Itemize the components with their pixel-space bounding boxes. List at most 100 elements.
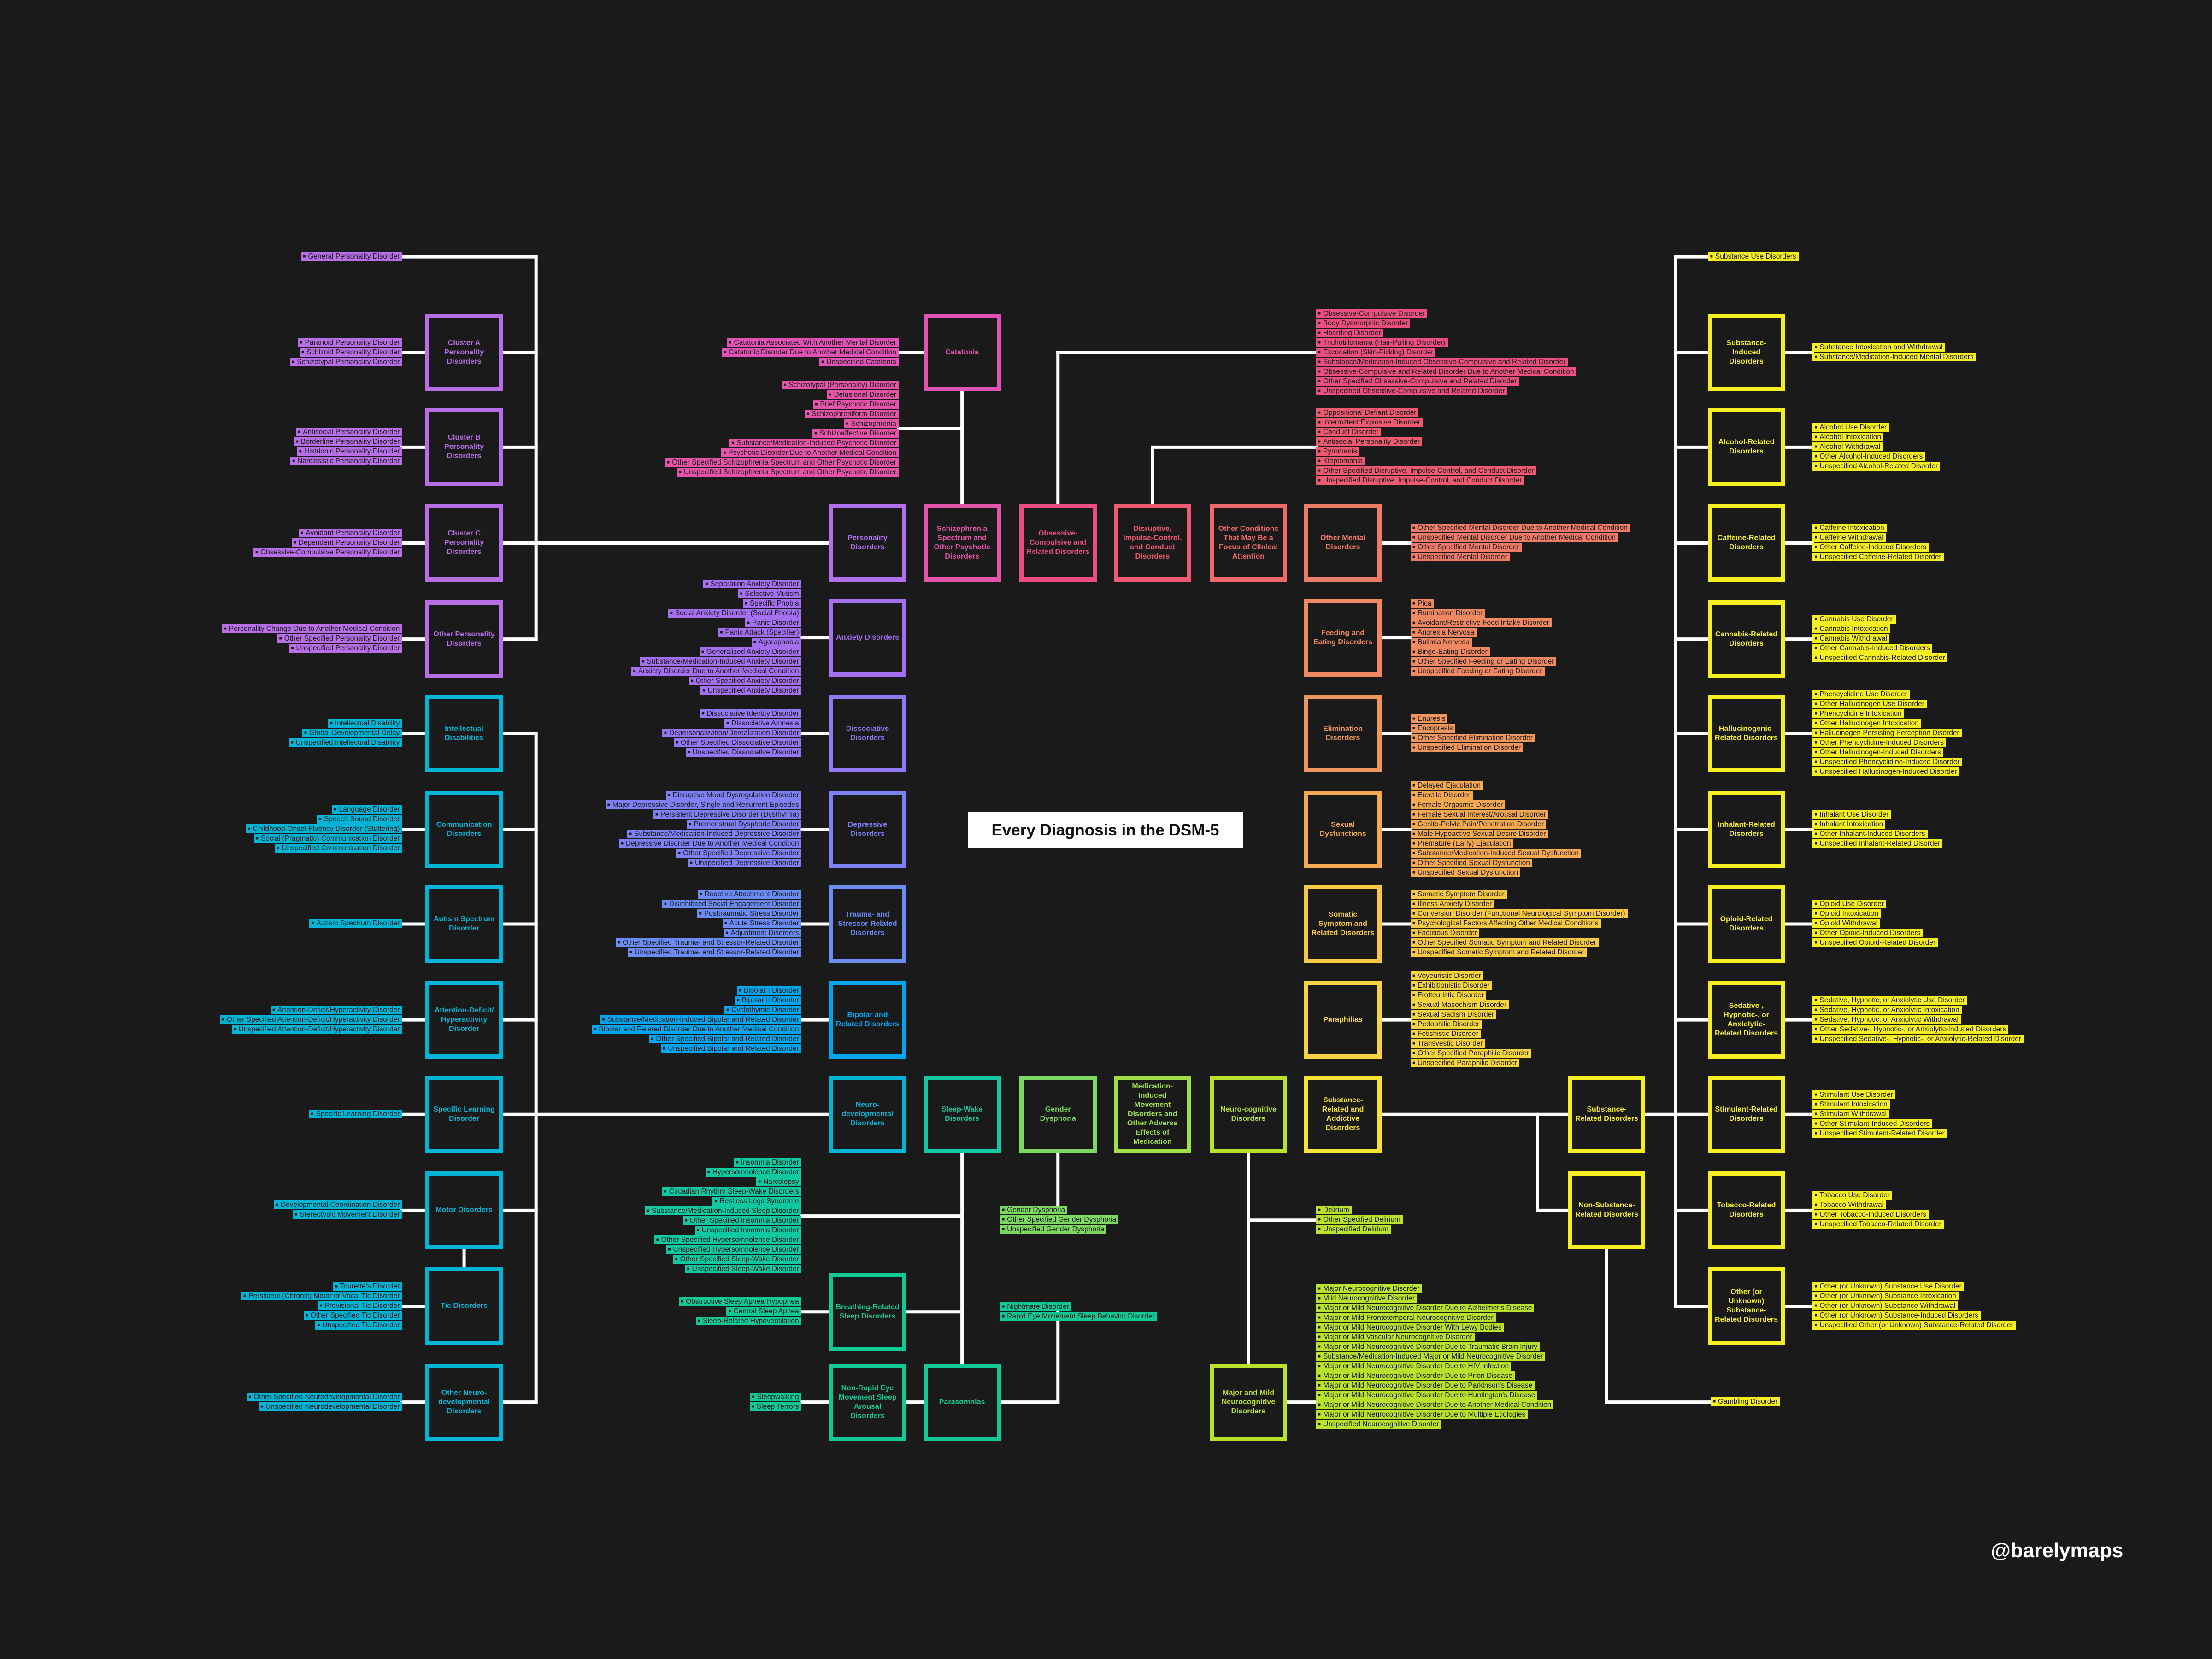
diagnosis-item[interactable]: ■ Obsessive-Compulsive Disorder bbox=[1316, 309, 1428, 318]
diagnosis-item[interactable]: ■ Other Specified Mental Disorder Due to … bbox=[1411, 524, 1630, 533]
diagnosis-item[interactable]: ■ Schizoaffective Disorder bbox=[812, 429, 899, 438]
diagnosis-item[interactable]: ■ Other Specified Anxiety Disorder bbox=[688, 676, 801, 685]
diagnosis-item[interactable]: ■ Other Specified Mental Disorder bbox=[1411, 543, 1522, 552]
diagnosis-item[interactable]: ■ Other Opioid-Induced Disorders bbox=[1812, 929, 1923, 938]
diagnosis-item[interactable]: ■ Schizotypal (Personality) Disorder bbox=[782, 380, 899, 389]
diagnosis-item[interactable]: ■ Unspecified Elimination Disorder bbox=[1411, 743, 1524, 752]
diagnosis-item[interactable]: ■ Other Caffeine-Induced Disorders bbox=[1812, 543, 1929, 552]
diagnosis-item[interactable]: ■ Excoriation (Skin-Picking) Disorder bbox=[1316, 347, 1436, 357]
diagnosis-item[interactable]: ■ Stimulant Withdrawal bbox=[1812, 1109, 1889, 1118]
category-box-cluster-c[interactable]: Cluster C Personality Disorders bbox=[425, 504, 503, 582]
diagnosis-item[interactable]: ■ Unspecified Schizophrenia Spectrum and … bbox=[677, 467, 899, 477]
category-box-stimulant[interactable]: Stimulant-Related Disorders bbox=[1707, 1076, 1785, 1153]
diagnosis-item[interactable]: ■ Acute Stress Disorder bbox=[722, 919, 801, 928]
diagnosis-item[interactable]: ■ Unspecified Obsessive-Compulsive and Re… bbox=[1316, 386, 1507, 395]
diagnosis-item[interactable]: ■ Developmental Coordination Disorder bbox=[273, 1200, 402, 1210]
diagnosis-item[interactable]: ■ Depressive Disorder Due to Another Medi… bbox=[618, 839, 801, 848]
diagnosis-item[interactable]: ■ Insomnia Disorder bbox=[734, 1158, 801, 1167]
diagnosis-item[interactable]: ■ Enuresis bbox=[1411, 714, 1448, 723]
diagnosis-item[interactable]: ■ Other Hallucinogen Intoxication bbox=[1812, 719, 1921, 728]
diagnosis-item[interactable]: ■ Caffeine Withdrawal bbox=[1812, 533, 1886, 542]
diagnosis-item[interactable]: ■ Other Specified Tic Disorder bbox=[303, 1311, 402, 1320]
diagnosis-item[interactable]: ■ Unspecified Personality Disorder bbox=[289, 644, 402, 653]
diagnosis-item[interactable]: ■ Panic Attack (Specifier) bbox=[718, 628, 801, 637]
diagnosis-item[interactable]: ■ Genito-Pelvic Pain/Penetration Disorder bbox=[1411, 819, 1547, 829]
category-box-substance-induced[interactable]: Substance-Induced Disorders bbox=[1707, 314, 1785, 392]
diagnosis-item[interactable]: ■ Narcolepsy bbox=[756, 1177, 801, 1186]
category-box-schizophrenia[interactable]: Schizophrenia Spectrum and Other Psychot… bbox=[923, 504, 1001, 582]
diagnosis-item[interactable]: ■ Substance Use Disorders bbox=[1708, 252, 1799, 261]
category-box-communication[interactable]: Communication Disorders bbox=[425, 790, 503, 868]
diagnosis-item[interactable]: ■ Premenstrual Dysphoric Disorder bbox=[687, 819, 801, 829]
diagnosis-item[interactable]: ■ Alcohol Use Disorder bbox=[1812, 423, 1889, 432]
diagnosis-item[interactable]: ■ Unspecified Phencyclidine-Induced Disor… bbox=[1812, 758, 1962, 767]
diagnosis-item[interactable]: ■ Opioid Withdrawal bbox=[1812, 919, 1880, 928]
diagnosis-item[interactable]: ■ Mild Neurocognitive Disorder bbox=[1316, 1294, 1417, 1303]
diagnosis-item[interactable]: ■ Tourette's Disorder bbox=[333, 1282, 402, 1291]
diagnosis-item[interactable]: ■ Unspecified Hypersomnolence Disorder bbox=[666, 1245, 801, 1254]
diagnosis-item[interactable]: ■ Obstructive Sleep Apnea Hypopnea bbox=[679, 1297, 801, 1306]
diagnosis-item[interactable]: ■ Other Specified Sleep-Wake Disorder bbox=[673, 1254, 801, 1264]
diagnosis-item[interactable]: ■ Bulimia Nervosa bbox=[1411, 637, 1472, 647]
diagnosis-item[interactable]: ■ Major or Mild Neurocognitive Disorder D… bbox=[1316, 1304, 1535, 1313]
diagnosis-item[interactable]: ■ Nightmare Disorder bbox=[1000, 1302, 1071, 1311]
category-box-dissociative[interactable]: Dissociative Disorders bbox=[829, 694, 906, 772]
diagnosis-item[interactable]: ■ Other Phencyclidine-Induced Disorders bbox=[1812, 738, 1947, 747]
diagnosis-item[interactable]: ■ Restless Legs Syndrome bbox=[712, 1196, 801, 1206]
diagnosis-item[interactable]: ■ Schizophreniform Disorder bbox=[805, 409, 899, 418]
diagnosis-item[interactable]: ■ Factitious Disorder bbox=[1411, 929, 1480, 938]
diagnosis-item[interactable]: ■ Unspecified Bipolar and Related Disorde… bbox=[661, 1044, 801, 1053]
diagnosis-item[interactable]: ■ Persistent Depressive Disorder (Dysthym… bbox=[653, 810, 801, 819]
category-box-other-mental[interactable]: Other Mental Disorders bbox=[1304, 504, 1382, 582]
diagnosis-item[interactable]: ■ Avoidant/Restrictive Food Intake Disord… bbox=[1411, 618, 1552, 627]
diagnosis-item[interactable]: ■ Somatic Symptom Disorder bbox=[1411, 890, 1507, 899]
diagnosis-item[interactable]: ■ Hoarding Disorder bbox=[1316, 328, 1383, 337]
diagnosis-item[interactable]: ■ Other Specified Feeding or Eating Disor… bbox=[1411, 657, 1557, 666]
diagnosis-item[interactable]: ■ Phencyclidine Use Disorder bbox=[1812, 690, 1910, 699]
diagnosis-item[interactable]: ■ Unspecified Other (or Unknown) Substanc… bbox=[1812, 1320, 2016, 1330]
diagnosis-item[interactable]: ■ Unspecified Opioid-Related Disorder bbox=[1812, 938, 1938, 947]
diagnosis-item[interactable]: ■ Substance/Medication-Induced Mental Dis… bbox=[1812, 353, 1976, 362]
diagnosis-item[interactable]: ■ Fetishistic Disorder bbox=[1411, 1030, 1481, 1039]
diagnosis-item[interactable]: ■ Unspecified Attention-Deficit/Hyperacti… bbox=[231, 1024, 402, 1034]
diagnosis-item[interactable]: ■ Opioid Intoxication bbox=[1812, 909, 1881, 918]
diagnosis-item[interactable]: ■ Unspecified Caffeine-Related Disorder bbox=[1812, 553, 1944, 562]
category-box-ocd[interactable]: Obsessive-Compulsive and Related Disorde… bbox=[1019, 504, 1097, 582]
diagnosis-item[interactable]: ■ Schizoid Personality Disorder bbox=[299, 347, 402, 357]
diagnosis-item[interactable]: ■ Other Specified Delirium bbox=[1316, 1215, 1403, 1224]
diagnosis-item[interactable]: ■ Avoidant Personality Disorder bbox=[299, 528, 402, 537]
diagnosis-item[interactable]: ■ Provisional Tic Disorder bbox=[318, 1301, 402, 1310]
category-box-depressive[interactable]: Depressive Disorders bbox=[829, 790, 906, 868]
category-box-gender[interactable]: Gender Dysphoria bbox=[1019, 1076, 1097, 1153]
diagnosis-item[interactable]: ■ Other Specified Schizophrenia Spectrum … bbox=[665, 458, 899, 467]
diagnosis-item[interactable]: ■ Personality Change Due to Another Medic… bbox=[222, 624, 402, 634]
diagnosis-item[interactable]: ■ Oppositional Defiant Disorder bbox=[1316, 408, 1419, 418]
diagnosis-item[interactable]: ■ Disinhibited Social Engagement Disorder bbox=[662, 900, 801, 909]
diagnosis-item[interactable]: ■ Major or Mild Neurocognitive Disorder D… bbox=[1316, 1410, 1528, 1419]
diagnosis-item[interactable]: ■ Unspecified Neurocognitive Disorder bbox=[1316, 1420, 1441, 1429]
diagnosis-item[interactable]: ■ Sedative, Hypnotic, or Anxiolytic Use D… bbox=[1812, 995, 1967, 1005]
diagnosis-item[interactable]: ■ Specific Phobia bbox=[742, 599, 801, 608]
diagnosis-item[interactable]: ■ Other Inhalant-Induced Disorders bbox=[1812, 829, 1928, 838]
diagnosis-item[interactable]: ■ Other Specified Attention-Deficit/Hyper… bbox=[219, 1015, 402, 1024]
diagnosis-item[interactable]: ■ Stimulant Use Disorder bbox=[1812, 1090, 1895, 1099]
diagnosis-item[interactable]: ■ Social Anxiety Disorder (Social Phobia) bbox=[668, 608, 801, 618]
diagnosis-item[interactable]: ■ Delayed Ejaculation bbox=[1411, 781, 1483, 790]
diagnosis-item[interactable]: ■ Posttraumatic Stress Disorder bbox=[697, 909, 801, 918]
diagnosis-item[interactable]: ■ Other Specified Obsessive-Compulsive an… bbox=[1316, 377, 1519, 386]
diagnosis-item[interactable]: ■ Unspecified Alcohol-Related Disorder bbox=[1812, 461, 1941, 471]
diagnosis-item[interactable]: ■ Hallucinogen Persisting Perception Diso… bbox=[1812, 729, 1962, 738]
diagnosis-item[interactable]: ■ Sedative, Hypnotic, or Anxiolytic Intox… bbox=[1812, 1005, 1962, 1014]
diagnosis-item[interactable]: ■ Borderline Personality Disorder bbox=[294, 437, 402, 447]
diagnosis-item[interactable]: ■ Psychotic Disorder Due to Another Medic… bbox=[721, 448, 899, 457]
category-box-substance-addictive[interactable]: Substance-Related and Addictive Disorder… bbox=[1304, 1076, 1382, 1153]
diagnosis-item[interactable]: ■ Reactive Attachment Disorder bbox=[697, 890, 801, 899]
diagnosis-item[interactable]: ■ Male Hypoactive Sexual Desire Disorder bbox=[1411, 829, 1548, 838]
diagnosis-item[interactable]: ■ Other Tobacco-Induced Disorders bbox=[1812, 1210, 1929, 1219]
category-box-other-conditions[interactable]: Other Conditions That May Be a Focus of … bbox=[1209, 504, 1287, 582]
category-box-paraphilias[interactable]: Paraphilias bbox=[1304, 981, 1382, 1059]
diagnosis-item[interactable]: ■ Unspecified Anxiety Disorder bbox=[700, 686, 801, 695]
diagnosis-item[interactable]: ■ Major or Mild Neurocognitive Disorder D… bbox=[1316, 1371, 1515, 1381]
diagnosis-item[interactable]: ■ Voyeuristic Disorder bbox=[1411, 971, 1483, 981]
diagnosis-item[interactable]: ■ Caffeine Intoxication bbox=[1812, 524, 1887, 533]
